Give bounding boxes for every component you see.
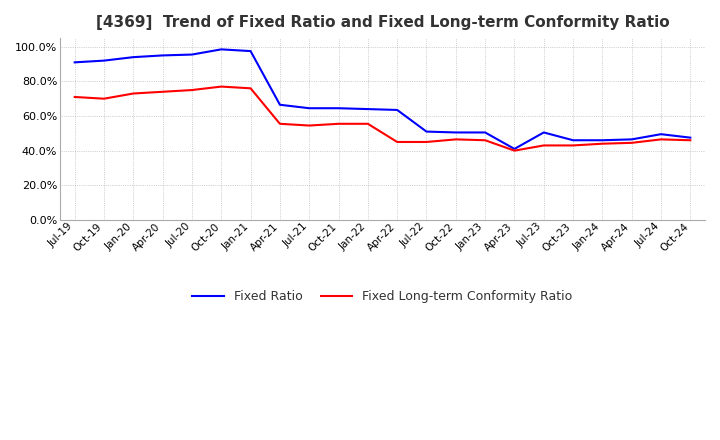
Line: Fixed Ratio: Fixed Ratio bbox=[75, 49, 690, 149]
Fixed Ratio bbox=[686, 135, 695, 140]
Fixed Ratio bbox=[246, 48, 255, 54]
Fixed Long-term Conformity Ratio bbox=[364, 121, 372, 126]
Fixed Long-term Conformity Ratio bbox=[246, 86, 255, 91]
Fixed Ratio bbox=[598, 138, 607, 143]
Fixed Ratio bbox=[657, 132, 665, 137]
Fixed Long-term Conformity Ratio bbox=[510, 148, 519, 153]
Fixed Ratio bbox=[188, 52, 197, 57]
Fixed Long-term Conformity Ratio bbox=[188, 88, 197, 93]
Fixed Ratio bbox=[539, 130, 548, 135]
Fixed Ratio bbox=[129, 55, 138, 60]
Fixed Long-term Conformity Ratio bbox=[334, 121, 343, 126]
Fixed Ratio bbox=[334, 106, 343, 111]
Fixed Ratio bbox=[627, 137, 636, 142]
Fixed Long-term Conformity Ratio bbox=[657, 137, 665, 142]
Fixed Ratio bbox=[451, 130, 460, 135]
Fixed Ratio bbox=[393, 107, 402, 113]
Fixed Long-term Conformity Ratio bbox=[71, 94, 79, 99]
Fixed Long-term Conformity Ratio bbox=[422, 139, 431, 145]
Fixed Ratio bbox=[305, 106, 313, 111]
Fixed Long-term Conformity Ratio bbox=[451, 137, 460, 142]
Fixed Long-term Conformity Ratio bbox=[99, 96, 108, 101]
Fixed Long-term Conformity Ratio bbox=[569, 143, 577, 148]
Fixed Long-term Conformity Ratio bbox=[598, 141, 607, 147]
Fixed Ratio bbox=[569, 138, 577, 143]
Fixed Ratio bbox=[481, 130, 490, 135]
Title: [4369]  Trend of Fixed Ratio and Fixed Long-term Conformity Ratio: [4369] Trend of Fixed Ratio and Fixed Lo… bbox=[96, 15, 670, 30]
Legend: Fixed Ratio, Fixed Long-term Conformity Ratio: Fixed Ratio, Fixed Long-term Conformity … bbox=[187, 285, 577, 308]
Line: Fixed Long-term Conformity Ratio: Fixed Long-term Conformity Ratio bbox=[75, 87, 690, 150]
Fixed Ratio bbox=[217, 47, 225, 52]
Fixed Long-term Conformity Ratio bbox=[627, 140, 636, 146]
Fixed Ratio bbox=[99, 58, 108, 63]
Fixed Ratio bbox=[422, 129, 431, 134]
Fixed Ratio bbox=[276, 102, 284, 107]
Fixed Long-term Conformity Ratio bbox=[217, 84, 225, 89]
Fixed Long-term Conformity Ratio bbox=[129, 91, 138, 96]
Fixed Long-term Conformity Ratio bbox=[393, 139, 402, 145]
Fixed Long-term Conformity Ratio bbox=[481, 138, 490, 143]
Fixed Long-term Conformity Ratio bbox=[305, 123, 313, 128]
Fixed Long-term Conformity Ratio bbox=[539, 143, 548, 148]
Fixed Ratio bbox=[158, 53, 167, 58]
Fixed Long-term Conformity Ratio bbox=[686, 138, 695, 143]
Fixed Long-term Conformity Ratio bbox=[158, 89, 167, 95]
Fixed Long-term Conformity Ratio bbox=[276, 121, 284, 126]
Fixed Ratio bbox=[364, 106, 372, 112]
Fixed Ratio bbox=[71, 60, 79, 65]
Fixed Ratio bbox=[510, 146, 519, 151]
